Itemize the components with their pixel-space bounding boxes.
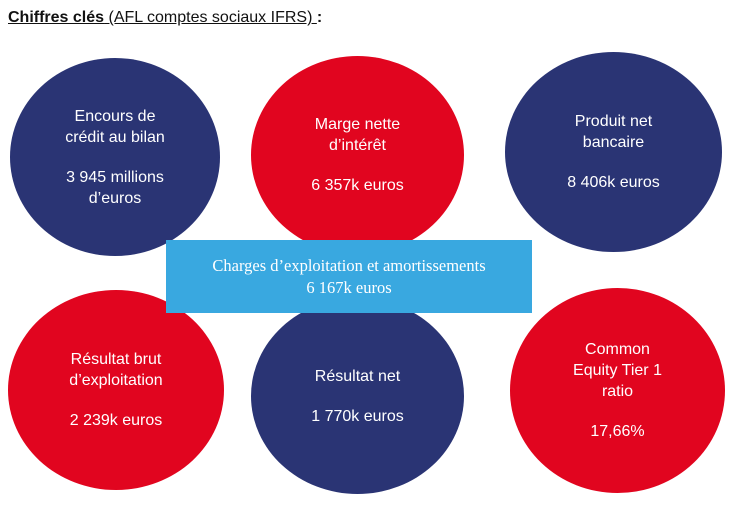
metric-label: Encours de crédit au bilan	[65, 107, 165, 146]
charges-banner: Charges d’exploitation et amortissements…	[166, 240, 532, 313]
metric-value: 1 770k euros	[311, 407, 404, 425]
metric-value: 2 239k euros	[69, 412, 163, 429]
metric-produit-net-bancaire: Produit net bancaire 8 406k euros	[505, 52, 722, 252]
metric-value: 8 406k euros	[567, 174, 660, 191]
metric-resultat-net: Résultat net 1 770k euros	[251, 298, 464, 494]
metric-value: 3 945 millions d’euros	[66, 168, 164, 207]
banner-label: Charges d’exploitation et amortissements	[212, 255, 486, 275]
metric-label: Résultat brut d’exploitation	[69, 351, 163, 389]
metric-label: Résultat net	[314, 367, 401, 385]
metric-cet1-ratio: Common Equity Tier 1 ratio 17,66%	[510, 288, 725, 493]
metric-value: 17,66%	[590, 423, 645, 440]
metric-resultat-brut: Résultat brut d’exploitation 2 239k euro…	[8, 290, 224, 490]
metric-label: Marge nette d’intérêt	[314, 116, 401, 154]
metric-marge-nette: Marge nette d’intérêt 6 357k euros	[251, 56, 464, 254]
metric-label: Common Equity Tier 1 ratio	[573, 341, 662, 400]
banner-value: 6 167k euros	[306, 277, 392, 297]
metric-encours-credit: Encours de crédit au bilan 3 945 million…	[10, 58, 220, 256]
page-title: Chiffres clés (AFL comptes sociaux IFRS)…	[8, 9, 322, 27]
metric-value: 6 357k euros	[311, 177, 404, 194]
page-title-main: Chiffres clés	[8, 9, 105, 26]
page-title-colon: :	[316, 9, 323, 26]
metric-label: Produit net bancaire	[574, 113, 653, 151]
page-title-scope: (AFL comptes sociaux IFRS)	[104, 9, 317, 26]
